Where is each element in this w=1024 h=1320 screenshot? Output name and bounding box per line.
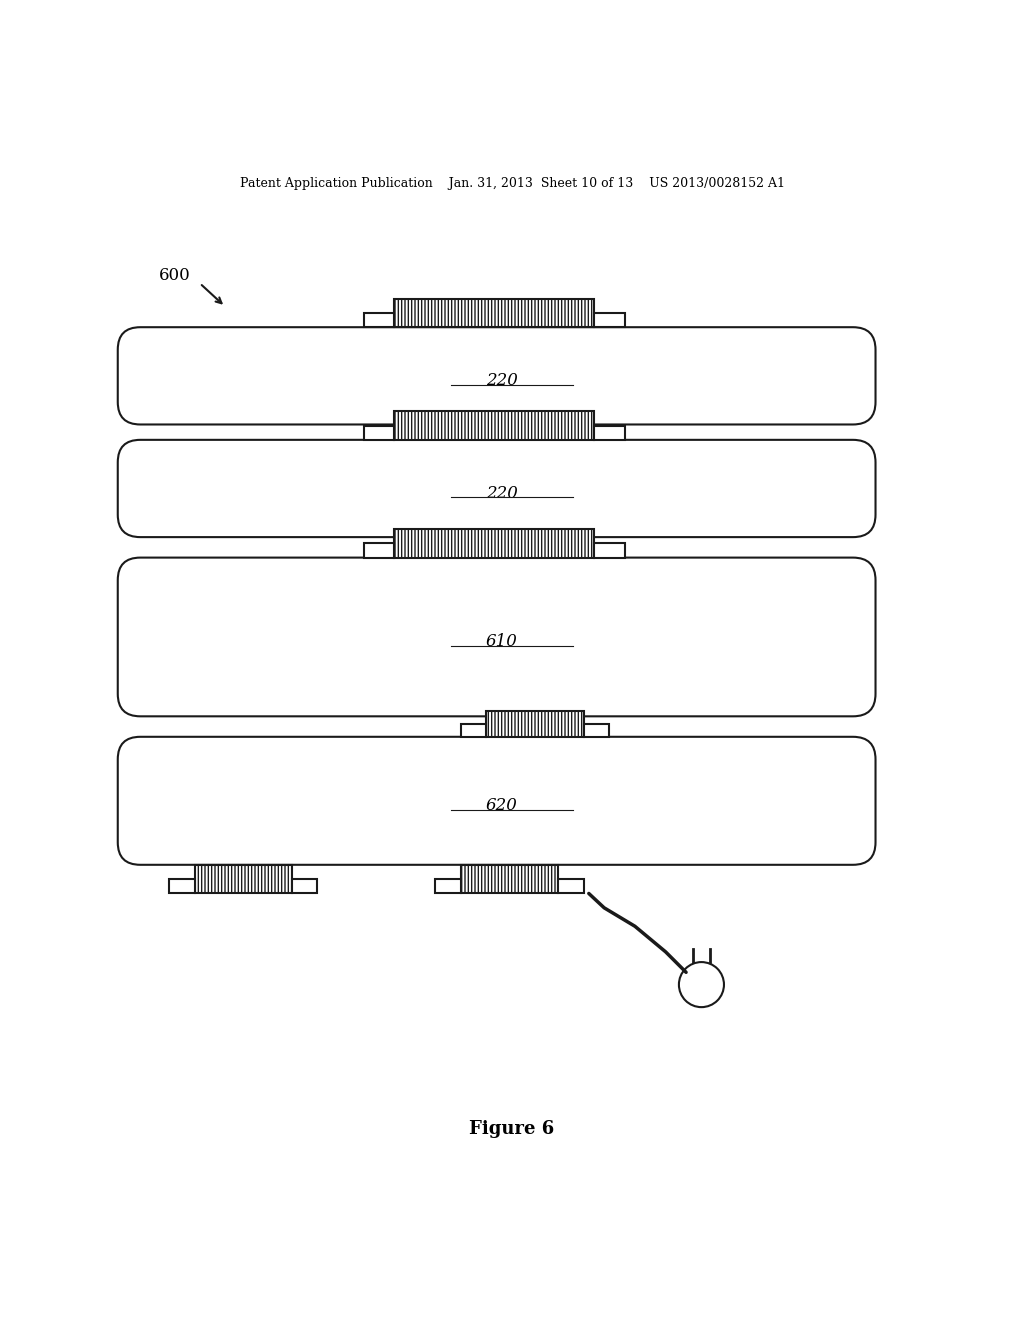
Text: Figure 6: Figure 6 <box>469 1119 555 1138</box>
Bar <box>594 544 625 557</box>
Bar <box>584 723 609 737</box>
FancyBboxPatch shape <box>118 327 876 425</box>
Bar <box>435 879 461 894</box>
Text: 600: 600 <box>159 268 190 285</box>
Bar <box>364 425 394 440</box>
Text: 220: 220 <box>485 372 518 389</box>
Text: 610: 610 <box>485 634 518 649</box>
FancyBboxPatch shape <box>118 440 876 537</box>
FancyBboxPatch shape <box>118 737 876 865</box>
Bar <box>195 865 292 894</box>
Bar <box>486 711 584 737</box>
Bar <box>394 411 594 440</box>
Bar <box>461 865 558 894</box>
Bar <box>364 544 394 557</box>
Bar <box>394 529 594 557</box>
Text: 620: 620 <box>485 797 518 814</box>
Bar <box>169 879 195 894</box>
Text: 220: 220 <box>485 484 518 502</box>
Bar <box>394 529 594 557</box>
Bar <box>594 425 625 440</box>
FancyBboxPatch shape <box>118 557 876 717</box>
Text: Patent Application Publication    Jan. 31, 2013  Sheet 10 of 13    US 2013/00281: Patent Application Publication Jan. 31, … <box>240 177 784 190</box>
Bar <box>461 865 558 894</box>
Bar <box>594 313 625 327</box>
Bar <box>558 879 584 894</box>
Bar <box>394 411 594 440</box>
Bar <box>292 879 317 894</box>
Bar <box>461 723 486 737</box>
Bar <box>364 313 394 327</box>
Bar <box>195 865 292 894</box>
Bar <box>394 298 594 327</box>
Bar <box>486 711 584 737</box>
Bar <box>394 298 594 327</box>
